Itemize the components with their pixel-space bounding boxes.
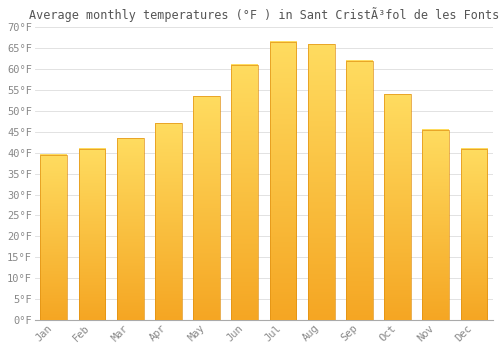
Bar (232, 65, 258, 320)
Bar (117, 138, 143, 320)
Bar (78, 148, 106, 320)
Bar (384, 94, 411, 320)
Title: Average monthly temperatures (°F ) in Sant CristÃ³fol de les Fonts: Average monthly temperatures (°F ) in Sa… (29, 7, 499, 22)
Bar (270, 42, 296, 320)
Bar (155, 124, 182, 320)
Bar (346, 61, 372, 320)
Bar (460, 148, 487, 320)
Bar (422, 130, 449, 320)
Bar (40, 155, 67, 320)
Bar (193, 96, 220, 320)
Bar (308, 44, 334, 320)
